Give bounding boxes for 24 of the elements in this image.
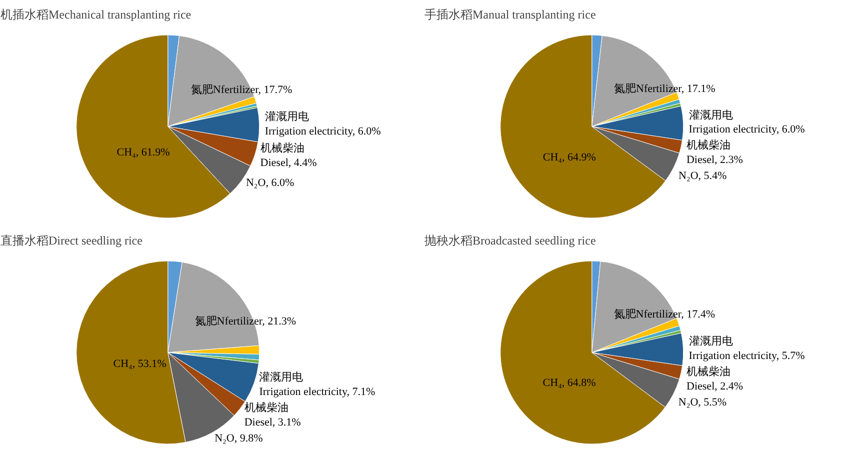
slice-label: 灌溉用电Irrigation electricity, 5.7% bbox=[688, 334, 805, 362]
chart-title: 抛秧水稻Broadcasted seedling rice bbox=[424, 234, 596, 248]
slice-label: 机械柴油Diesel, 2.3% bbox=[686, 138, 743, 166]
slice-label: N₂O, 6.0% bbox=[246, 177, 294, 190]
slice-label: 机械柴油Diesel, 2.4% bbox=[686, 364, 744, 392]
slice-label: 机械柴油Diesel, 3.1% bbox=[244, 400, 301, 428]
slice-label: 灌溉用电Irrigation electricity, 6.0% bbox=[688, 108, 805, 136]
slice-label: CH₄, 64.8% bbox=[542, 377, 596, 390]
slice-label: CH₄, 64.9% bbox=[542, 151, 596, 164]
slice-label: CH₄, 61.9% bbox=[116, 146, 170, 159]
slice-label: 灌溉用电Irrigation electricity, 7.1% bbox=[259, 370, 376, 398]
chart-title: 机插水稻Mechanical transplanting rice bbox=[0, 8, 192, 22]
chart-title: 直播水稻Direct seedling rice bbox=[0, 234, 142, 248]
slice-label: N₂O, 5.4% bbox=[678, 170, 727, 182]
slice-label: 氮肥Nfertilizer, 17.7% bbox=[190, 84, 292, 96]
slice-label: 氮肥Nfertilizer, 17.1% bbox=[614, 82, 716, 95]
slice-label: 灌溉用电Irrigation electricity, 6.0% bbox=[264, 110, 381, 138]
slice-label: 氮肥Nfertilizer, 17.4% bbox=[614, 308, 716, 320]
slice-label: N₂O, 5.5% bbox=[678, 396, 727, 408]
slice-label: 机械柴油Diesel, 4.4% bbox=[260, 141, 317, 169]
slice-label: N₂O, 9.8% bbox=[214, 432, 263, 444]
chart-title: 手插水稻Manual transplanting rice bbox=[424, 8, 596, 22]
slice-label: 氮肥Nfertilizer, 21.3% bbox=[194, 315, 296, 328]
slice-label: CH₄, 53.1% bbox=[113, 358, 166, 370]
